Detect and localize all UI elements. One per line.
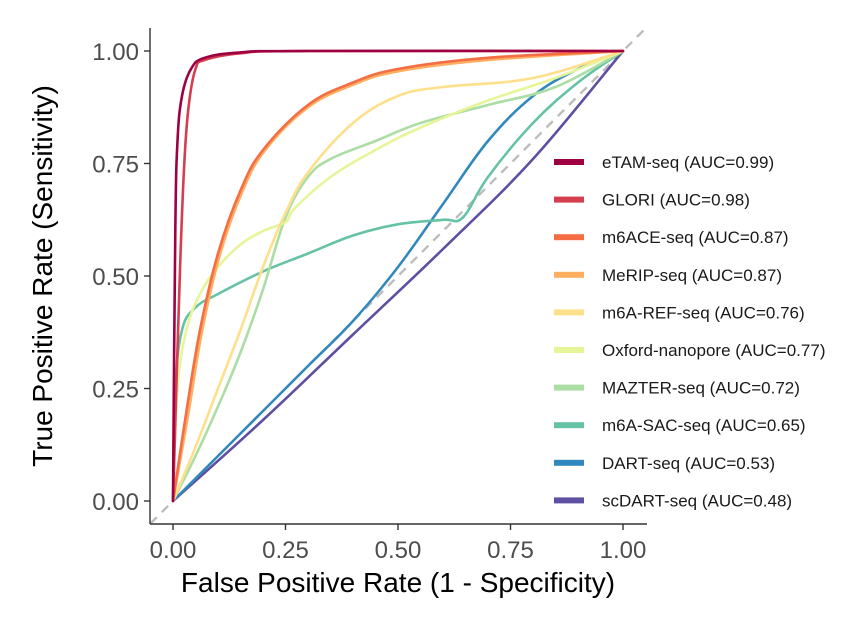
roc-curve-merip-seq [171,49,625,503]
legend-item: GLORI (AUC=0.98) [554,191,750,210]
legend-item: MAZTER-seq (AUC=0.72) [554,379,800,398]
legend-swatch [554,271,584,278]
legend-item: m6ACE-seq (AUC=0.87) [554,228,789,247]
legend-item: scDART-seq (AUC=0.48) [554,491,792,510]
x-axis-title: False Positive Rate (1 - Specificity) [181,567,615,598]
legend-swatch [554,234,584,241]
roc-curve-dart-seq [171,49,625,503]
y-tick-label: 0.75 [92,152,139,179]
legend-label: Oxford-nanopore (AUC=0.77) [602,341,825,360]
legend-swatch [554,347,584,353]
legend-label: MeRIP-seq (AUC=0.87) [602,266,782,285]
roc-curve-mazter-seq [171,49,625,503]
legend: eTAM-seq (AUC=0.99) GLORI (AUC=0.98) m6ACE… [554,153,825,510]
legend-label: DART-seq (AUC=0.53) [602,454,775,473]
legend-label: scDART-seq (AUC=0.48) [602,491,792,510]
plot-area [149,27,647,525]
y-axis-title: True Positive Rate (Sensitivity) [27,85,58,467]
legend-swatch [554,497,584,504]
y-tick-label: 0.50 [92,264,139,291]
y-tick-label: 0.00 [92,489,139,516]
legend-label: m6A-REF-seq (AUC=0.76) [602,303,805,322]
legend-swatch [554,422,584,429]
legend-label: eTAM-seq (AUC=0.99) [602,153,774,172]
legend-item: MeRIP-seq (AUC=0.87) [554,266,782,285]
y-tick-label: 0.25 [92,377,139,404]
y-tick-label: 1.00 [92,39,139,66]
roc-curve-scdart-seq [171,49,625,503]
legend-label: GLORI (AUC=0.98) [602,191,750,210]
legend-swatch [554,196,584,203]
x-tick-label: 0.75 [487,537,534,564]
legend-item: eTAM-seq (AUC=0.99) [554,153,774,172]
roc-curve-etam-seq [171,49,625,503]
legend-swatch [554,384,584,391]
legend-item: DART-seq (AUC=0.53) [554,454,775,473]
legend-label: m6A-SAC-seq (AUC=0.65) [602,416,806,435]
roc-curve-m6a-sac-seq [171,49,625,503]
roc-curve-m6a-ref-seq [171,49,625,503]
legend-swatch [554,459,584,466]
legend-item: m6A-REF-seq (AUC=0.76) [554,303,805,322]
legend-swatch [554,159,584,165]
x-tick-label: 0.25 [262,537,309,564]
x-tick-label: 1.00 [600,537,647,564]
roc-curve-m6ace-seq [171,49,625,503]
legend-label: MAZTER-seq (AUC=0.72) [602,379,800,398]
legend-label: m6ACE-seq (AUC=0.87) [602,228,789,247]
roc-curve-oxford-nanopore [171,49,625,503]
legend-swatch [554,309,584,316]
legend-item: Oxford-nanopore (AUC=0.77) [554,341,825,360]
x-tick-label: 0.00 [150,537,197,564]
x-tick-label: 0.50 [375,537,422,564]
ticks: 0.00 0.25 0.50 0.75 1.00 0.00 0.25 0.50 0.75 1.00 [92,39,646,564]
legend-item: m6A-SAC-seq (AUC=0.65) [554,416,806,435]
